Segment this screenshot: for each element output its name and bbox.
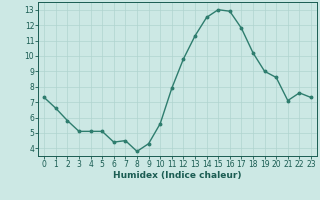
X-axis label: Humidex (Indice chaleur): Humidex (Indice chaleur) [113, 171, 242, 180]
